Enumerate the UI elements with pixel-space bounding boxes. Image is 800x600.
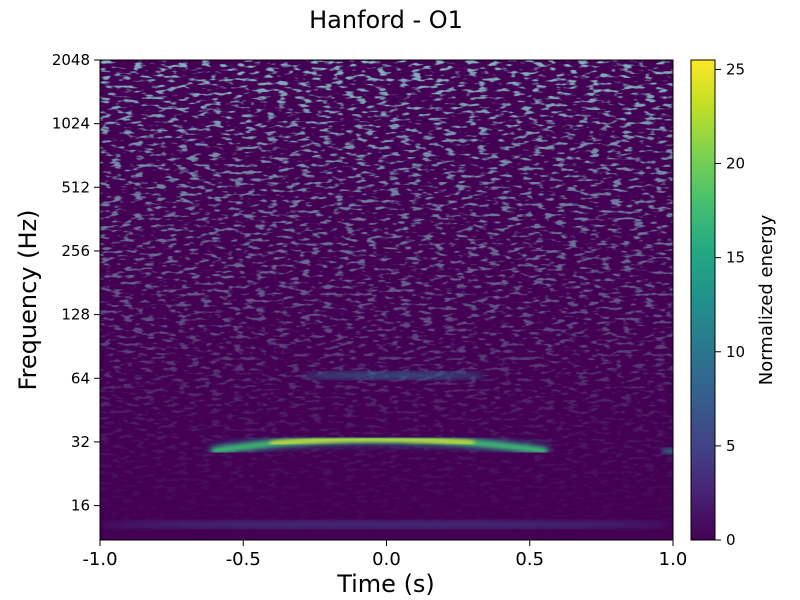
colorbar-ticks: 0 5 10 15 20 25 [715,60,745,549]
y-tick-label: 16 [71,497,90,515]
chart-title: Hanford - O1 [309,6,463,34]
energy-band [300,371,487,380]
y-tick-label: 128 [61,306,90,324]
x-tick-label: -1.0 [82,549,117,570]
y-axis-label: Frequency (Hz) [14,210,42,391]
x-tick-label: -0.5 [226,549,261,570]
y-tick-label: 2048 [52,51,90,69]
y-tick-label: 256 [61,242,90,260]
colorbar-tick-label: 15 [726,249,745,267]
x-tick-label: 0.5 [515,549,544,570]
y-tick-label: 1024 [52,115,90,133]
x-axis-label: Time (s) [336,570,435,598]
colorbar-tick-label: 0 [726,531,736,549]
colorbar-tick-label: 25 [726,60,745,78]
noise-texture [100,60,673,540]
colorbar-tick-label: 5 [726,437,736,455]
y-tick-label: 32 [71,433,90,451]
x-tick-label: 0.0 [372,549,401,570]
colorbar-label: Normalized energy [756,214,777,385]
x-axis: -1.0 -0.5 0.0 0.5 1.0 [82,540,687,570]
chirp-peak [269,437,475,446]
colorbar: 0 5 10 15 20 25 [690,59,745,549]
y-tick-label: 512 [61,178,90,196]
x-tick-label: 1.0 [659,549,688,570]
y-tick-label: 64 [71,369,90,387]
energy-spot [661,447,673,454]
colorbar-gradient [690,59,716,541]
energy-band [100,520,673,529]
colorbar-tick-label: 20 [726,155,745,173]
energy-features [100,371,673,529]
colorbar-tick-label: 10 [726,343,745,361]
y-axis: 16 32 64 128 256 512 1024 2048 [52,51,100,515]
plot-area: -1.0 -0.5 0.0 0.5 1.0 16 32 64 128 256 512 1024 204… [52,51,688,570]
